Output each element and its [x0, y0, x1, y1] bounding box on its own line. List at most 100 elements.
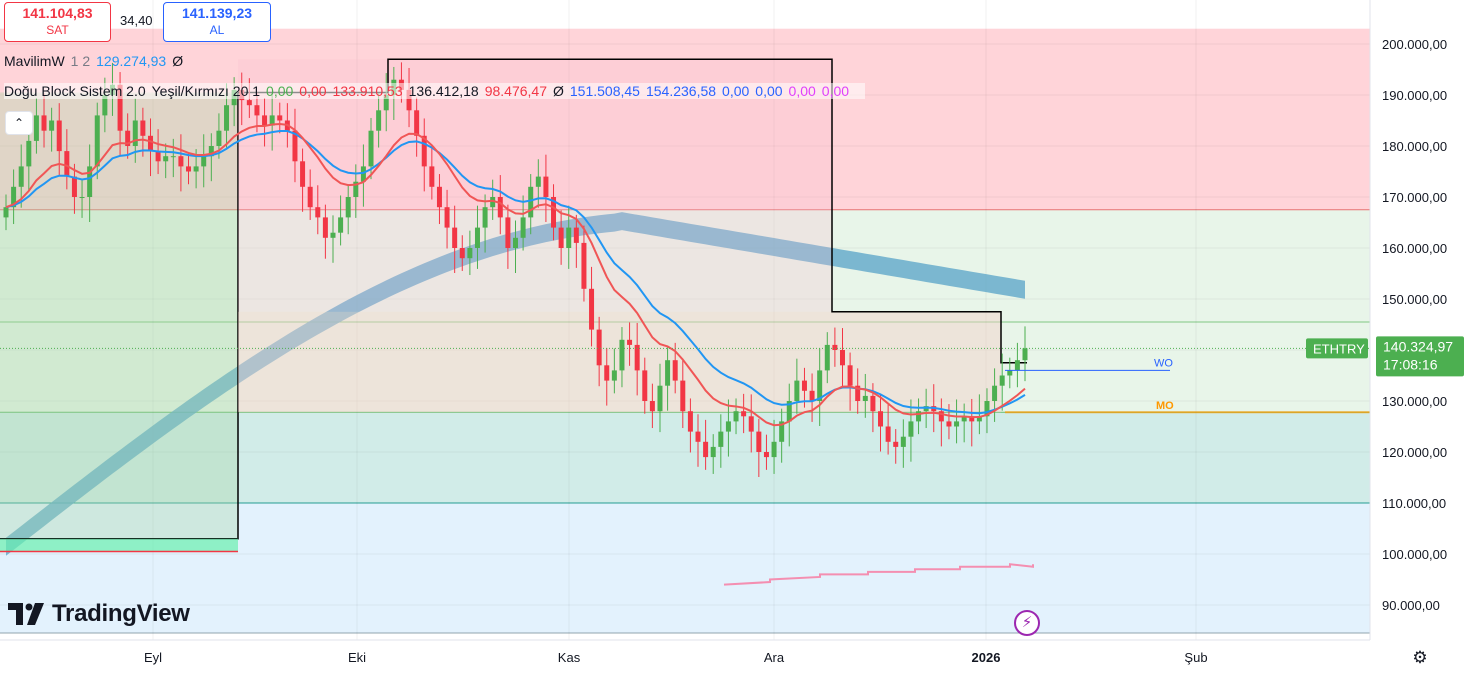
candle-body	[186, 166, 192, 172]
candle	[18, 144, 24, 208]
candle-body	[900, 436, 906, 447]
candle	[125, 113, 131, 159]
candle	[604, 347, 610, 406]
candle-body	[360, 166, 366, 182]
candle	[322, 204, 328, 259]
candle-body	[634, 344, 640, 371]
candle-body	[756, 431, 762, 452]
green-block-base	[0, 538, 238, 552]
candle-body	[1022, 348, 1028, 361]
y-tick-label: 100.000,00	[1382, 547, 1447, 562]
price-tag	[1376, 336, 1464, 377]
symbol-tag	[1306, 338, 1368, 359]
candle-body	[79, 197, 85, 198]
teal-zone	[0, 412, 1370, 503]
candle-body	[71, 176, 77, 197]
candle-body	[779, 421, 785, 442]
candle-body	[566, 227, 572, 248]
candle	[992, 368, 998, 422]
dogu-value-6: 151.508,45	[569, 83, 640, 99]
candle-body	[984, 401, 990, 417]
candle-body	[41, 115, 47, 131]
candle-body	[421, 135, 427, 167]
sell-box[interactable]: 141.104,83 SAT	[4, 2, 111, 42]
candle	[657, 363, 663, 433]
candle-body	[733, 411, 739, 422]
candle-body	[155, 151, 161, 162]
x-axis: Eyl Eki Kas Ara 2026 Şub	[0, 639, 1370, 665]
candle	[201, 134, 207, 188]
dogu-params: Yeşil/Kırmızı 20 1	[151, 83, 261, 99]
candle-body	[695, 431, 701, 442]
candle-body	[976, 416, 982, 422]
candle	[839, 328, 845, 387]
x-tick-label: Eyl	[144, 650, 162, 665]
candle-body	[292, 130, 298, 162]
candle-body	[315, 207, 321, 218]
candle-body	[383, 95, 389, 111]
pink-step-line	[723, 563, 1034, 586]
candle-body	[414, 110, 420, 136]
indicator-lines	[5, 122, 1034, 586]
candle-body	[170, 156, 176, 158]
candle-body	[946, 421, 952, 427]
dogu-value-5: Ø	[553, 83, 564, 99]
candle-body	[64, 151, 70, 177]
dogu-values: 0,00 0,00 133.910,53 136.412,18 98.476,47 Ø 15…	[266, 83, 855, 99]
candle	[885, 404, 891, 455]
candle-body	[893, 441, 899, 447]
candle	[444, 189, 450, 249]
candle	[916, 398, 922, 435]
candle	[208, 133, 214, 182]
candle-body	[26, 140, 32, 167]
buy-box[interactable]: 141.139,23 AL	[163, 2, 271, 42]
candle-body	[49, 120, 55, 131]
mavilim-legend[interactable]: MavilimW 1 2 129.274,93 Ø	[4, 53, 189, 69]
chevron-up-icon[interactable]: ⌃	[5, 111, 33, 135]
candle-body	[832, 344, 838, 350]
candle-body	[452, 227, 458, 248]
mo-label: MO	[1156, 400, 1174, 412]
candle-body	[505, 217, 511, 248]
candle	[779, 408, 785, 463]
candle-body	[741, 411, 747, 417]
candle-body	[665, 360, 671, 386]
candle	[824, 332, 830, 384]
candle	[976, 394, 982, 435]
candle	[94, 102, 100, 180]
candle-body	[627, 339, 633, 345]
dogu-value-10: 0,00	[788, 83, 816, 99]
dogu-value-2: 133.910,53	[332, 83, 403, 99]
dogu-value-1: 0,00	[299, 83, 327, 99]
logo-text: TradingView	[52, 600, 190, 627]
candle-body	[246, 100, 252, 106]
candle	[459, 235, 465, 271]
candle-body	[680, 380, 686, 412]
dogu-value-3: 136.412,18	[408, 83, 479, 99]
candle	[497, 175, 503, 235]
candle-body	[649, 401, 655, 412]
candle-body	[801, 380, 807, 391]
candle-body	[543, 176, 549, 197]
candle-body	[878, 411, 884, 427]
candle-body	[938, 411, 944, 422]
candle-body	[748, 416, 754, 432]
y-tick-label: 180.000,00	[1382, 139, 1447, 154]
lightning-icon[interactable]: ⚡	[1014, 610, 1040, 636]
tradingview-logo-icon	[8, 603, 44, 625]
tradingview-logo[interactable]: TradingView	[8, 598, 190, 630]
candle	[277, 102, 283, 134]
zones	[0, 28, 1370, 634]
dogu-legend[interactable]: Doğu Block Sistem 2.0 Yeşil/Kırmızı 20 1 0…	[4, 83, 866, 99]
candle-body	[33, 115, 39, 141]
red-block	[238, 59, 832, 312]
candle-body	[178, 156, 184, 167]
candle-body	[117, 84, 123, 131]
candle-body	[870, 395, 876, 412]
candle	[186, 153, 192, 185]
candle	[87, 144, 93, 222]
settings-icon[interactable]: ⚙	[1412, 648, 1428, 667]
candle-body	[193, 166, 199, 172]
candle	[1007, 357, 1013, 389]
